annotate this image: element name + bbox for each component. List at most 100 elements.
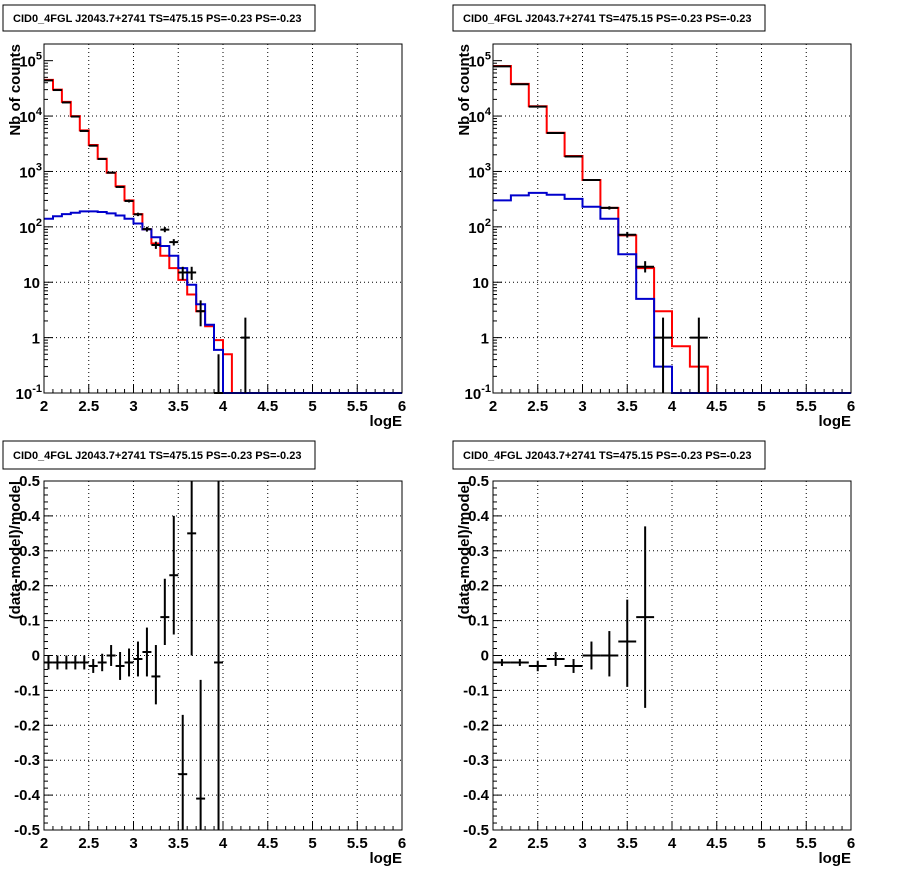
y-tick-label: 0.1 [19,613,40,630]
data-point [636,526,655,708]
y-tick-label: 0.5 [468,473,489,490]
data-point [97,157,107,160]
x-tick-label: 2 [489,398,497,415]
chart-title: CID0_4FGL J2043.7+2741 TS=475.15 PS=-0.2… [13,13,301,25]
data-point [160,227,170,233]
x-tick-label: 4.5 [257,398,278,415]
x-tick-label: 6 [847,398,855,415]
x-tick-label: 6 [847,835,855,852]
x-tick-label: 5.5 [796,835,817,852]
y-tick-exponent: 2 [36,217,42,229]
title-box [452,4,766,32]
y-tick-label: -0.5 [14,822,40,839]
data-point [214,354,223,394]
chart-panel-1: CID0_4FGL J2043.7+2741 TS=475.15 PS=-0.2… [2,4,406,430]
chart-title: CID0_4FGL J2043.7+2741 TS=475.15 PS=-0.2… [463,13,751,25]
y-tick-base: 1 [481,331,489,348]
y-tick-label: 1 [32,331,40,348]
y-tick-base: 10 [19,109,36,126]
data-point [178,266,188,280]
y-tick-exponent: -1 [32,383,42,395]
y-tick-label: -0.4 [463,787,490,804]
data-point [600,631,619,677]
y-tick-label: 10-1 [16,383,42,403]
x-tick-label: 5 [757,835,765,852]
x-tick-label: 6 [398,835,406,852]
x-tick-label: 4.5 [706,835,727,852]
data-point [61,655,71,670]
y-tick-base: 10 [472,275,489,292]
tick-marks [492,480,852,831]
x-tick-label: 4 [219,398,228,415]
plot-frame [492,480,852,831]
y-tick-label: 1 [481,331,489,348]
data-point [493,658,511,666]
x-tick-label: 5 [757,398,765,415]
y-tick-label: 0.1 [468,613,489,630]
y-tick-label: 103 [19,161,42,181]
chart-panel-3: CID0_4FGL J2043.7+2741 TS=475.15 PS=-0.2… [2,440,406,867]
x-axis-label: logE [819,413,852,430]
title-box [2,4,316,32]
data-point [510,658,529,666]
data-points [493,526,655,708]
x-tick-label: 4 [219,835,228,852]
y-tick-exponent: 4 [485,106,492,118]
x-tick-label: 2.5 [527,398,548,415]
y-tick-label: 10 [472,275,489,292]
data-point [240,317,250,393]
x-tick-label: 2 [40,398,48,415]
y-tick-base: 10 [468,109,485,126]
x-axis-label: logE [370,850,403,867]
data-point [79,129,89,132]
x-tick-label: 5.5 [347,835,368,852]
y-tick-base: 10 [19,54,36,71]
x-tick-label: 3 [129,835,137,852]
x-tick-label: 3.5 [617,398,638,415]
x-tick-label: 4.5 [706,398,727,415]
x-axis-label: logE [370,413,403,430]
y-tick-label: -0.5 [463,822,489,839]
data-point [178,714,188,830]
y-tick-label: 0.4 [19,508,41,525]
y-tick-exponent: 2 [485,217,491,229]
y-tick-exponent: 4 [36,106,43,118]
data-point [196,679,206,830]
data-point [160,578,170,646]
x-tick-label: 2.5 [78,398,99,415]
data-point [582,179,601,182]
data-point [618,599,637,687]
data-point [115,185,125,188]
x-tick-label: 2.5 [527,835,548,852]
data-point [169,515,179,635]
data-point [79,655,89,670]
x-tick-label: 5.5 [347,398,368,415]
data-point [142,226,152,232]
y-tick-label: -0.1 [14,682,40,699]
data-point [133,641,143,677]
data-points [44,481,223,830]
y-tick-label: 0.3 [19,543,40,560]
x-tick-label: 3.5 [168,835,189,852]
y-tick-label: 103 [468,161,491,181]
data-points [493,65,708,393]
y-tick-label: 102 [468,217,491,237]
y-tick-label: 0.5 [19,473,40,490]
data-point [564,155,583,158]
y-tick-label: 105 [19,51,42,71]
data-point [582,641,601,670]
y-tick-label: -0.1 [463,682,489,699]
data-point [133,212,143,217]
data-point [187,266,197,280]
y-tick-exponent: -1 [481,383,491,395]
plot-frame [43,43,403,394]
data-point [546,652,565,666]
chart-panel-4: CID0_4FGL J2043.7+2741 TS=475.15 PS=-0.2… [452,440,855,867]
y-tick-label: 0.2 [19,578,40,595]
data-point [187,481,197,656]
y-tick-exponent: 3 [485,161,491,173]
x-tick-label: 5 [308,398,316,415]
plot-frame [43,480,403,831]
y-axis-label: Nb of counts [7,44,24,136]
data-point [214,481,223,830]
